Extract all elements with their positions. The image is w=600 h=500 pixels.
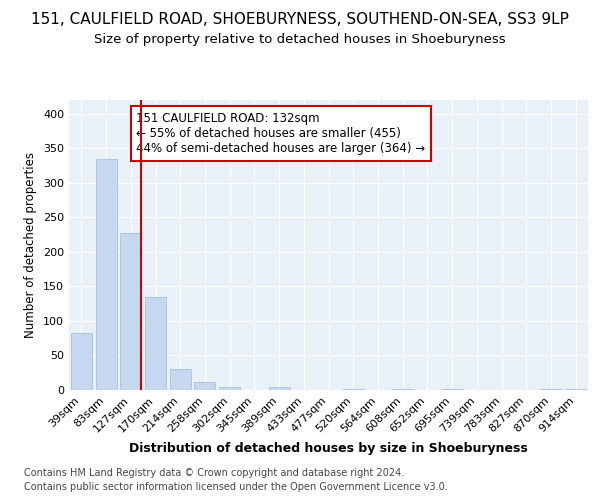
Bar bbox=[392, 388, 413, 390]
Bar bbox=[343, 388, 364, 390]
Bar bbox=[442, 388, 463, 390]
Text: 151, CAULFIELD ROAD, SHOEBURYNESS, SOUTHEND-ON-SEA, SS3 9LP: 151, CAULFIELD ROAD, SHOEBURYNESS, SOUTH… bbox=[31, 12, 569, 28]
Text: Contains public sector information licensed under the Open Government Licence v3: Contains public sector information licen… bbox=[24, 482, 448, 492]
Bar bbox=[120, 232, 141, 390]
Bar bbox=[219, 386, 240, 390]
Bar bbox=[269, 387, 290, 390]
Text: Size of property relative to detached houses in Shoeburyness: Size of property relative to detached ho… bbox=[94, 32, 506, 46]
Bar bbox=[145, 297, 166, 390]
Text: Contains HM Land Registry data © Crown copyright and database right 2024.: Contains HM Land Registry data © Crown c… bbox=[24, 468, 404, 477]
Y-axis label: Number of detached properties: Number of detached properties bbox=[25, 152, 37, 338]
Bar bbox=[170, 370, 191, 390]
Text: 151 CAULFIELD ROAD: 132sqm
← 55% of detached houses are smaller (455)
44% of sem: 151 CAULFIELD ROAD: 132sqm ← 55% of deta… bbox=[136, 112, 425, 154]
Bar bbox=[71, 332, 92, 390]
Bar bbox=[95, 158, 116, 390]
X-axis label: Distribution of detached houses by size in Shoeburyness: Distribution of detached houses by size … bbox=[129, 442, 528, 455]
Bar bbox=[194, 382, 215, 390]
Bar bbox=[565, 388, 586, 390]
Bar bbox=[541, 388, 562, 390]
